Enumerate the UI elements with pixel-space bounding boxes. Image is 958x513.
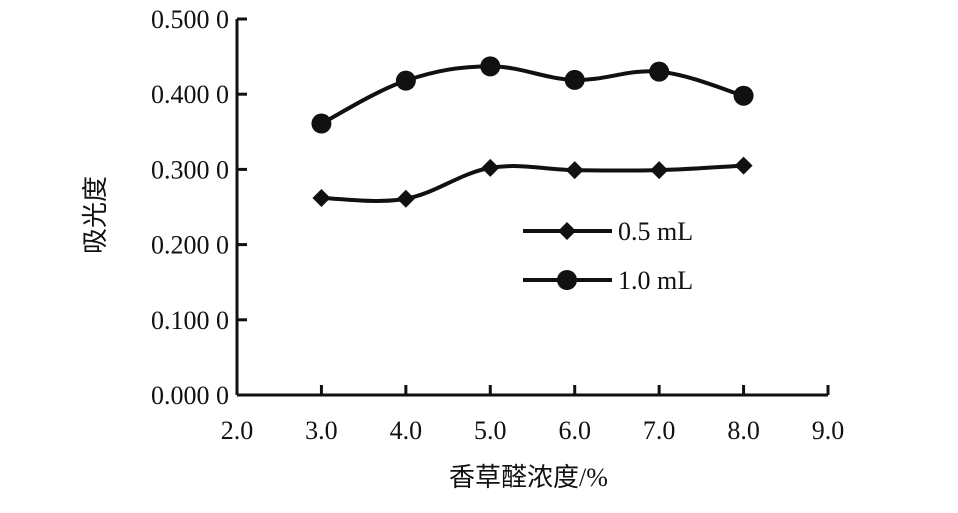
y-tick-label: 0.400 0 — [151, 80, 229, 109]
data-point — [564, 69, 585, 90]
x-tick-label: 6.0 — [558, 416, 591, 445]
y-tick-label: 0.100 0 — [151, 306, 229, 335]
data-point — [733, 85, 754, 106]
y-tick-label: 0.300 0 — [151, 155, 229, 184]
data-point — [650, 161, 669, 180]
data-point — [480, 56, 501, 77]
x-tick-label: 2.0 — [221, 416, 254, 445]
legend-entry: 1.0 mL — [523, 266, 693, 295]
y-tick-label: 0.200 0 — [151, 231, 229, 260]
data-point — [565, 161, 584, 180]
legend-entry: 0.5 mL — [523, 217, 693, 246]
series-line — [320, 64, 745, 126]
legend-marker — [558, 222, 576, 240]
x-tick-label: 5.0 — [474, 416, 507, 445]
axes — [235, 19, 828, 397]
x-tick-label: 9.0 — [812, 416, 845, 445]
legend-label: 0.5 mL — [618, 217, 693, 246]
x-ticks: 2.0 3.0 4.0 5.0 6.0 7.0 8.0 9.0 — [221, 385, 845, 445]
legend: 0.5 mL 1.0 mL — [523, 217, 693, 295]
x-tick-label: 7.0 — [643, 416, 676, 445]
x-axis-title: 香草醛浓度/% — [449, 463, 608, 492]
x-tick-label: 4.0 — [390, 416, 423, 445]
series-layer — [311, 56, 754, 208]
data-point — [396, 189, 415, 208]
x-tick-label: 8.0 — [727, 416, 760, 445]
data-point — [312, 188, 331, 207]
data-point — [481, 158, 500, 177]
data-point — [395, 70, 416, 91]
y-axis-title: 吸光度 — [81, 176, 110, 254]
y-tick-label: 0.500 0 — [151, 5, 229, 34]
data-point — [311, 113, 332, 134]
series-line — [321, 163, 744, 203]
y-ticks: 0.000 0 0.100 0 0.200 0 0.300 0 0.400 0 0.500… — [151, 5, 247, 410]
legend-label: 1.0 mL — [618, 266, 693, 295]
data-point — [649, 61, 670, 82]
series-0-5ml — [312, 156, 753, 208]
legend-marker — [557, 270, 577, 290]
series-1-0ml — [311, 56, 754, 134]
x-tick-label: 3.0 — [305, 416, 338, 445]
y-tick-label: 0.000 0 — [151, 381, 229, 410]
data-point — [734, 156, 753, 175]
